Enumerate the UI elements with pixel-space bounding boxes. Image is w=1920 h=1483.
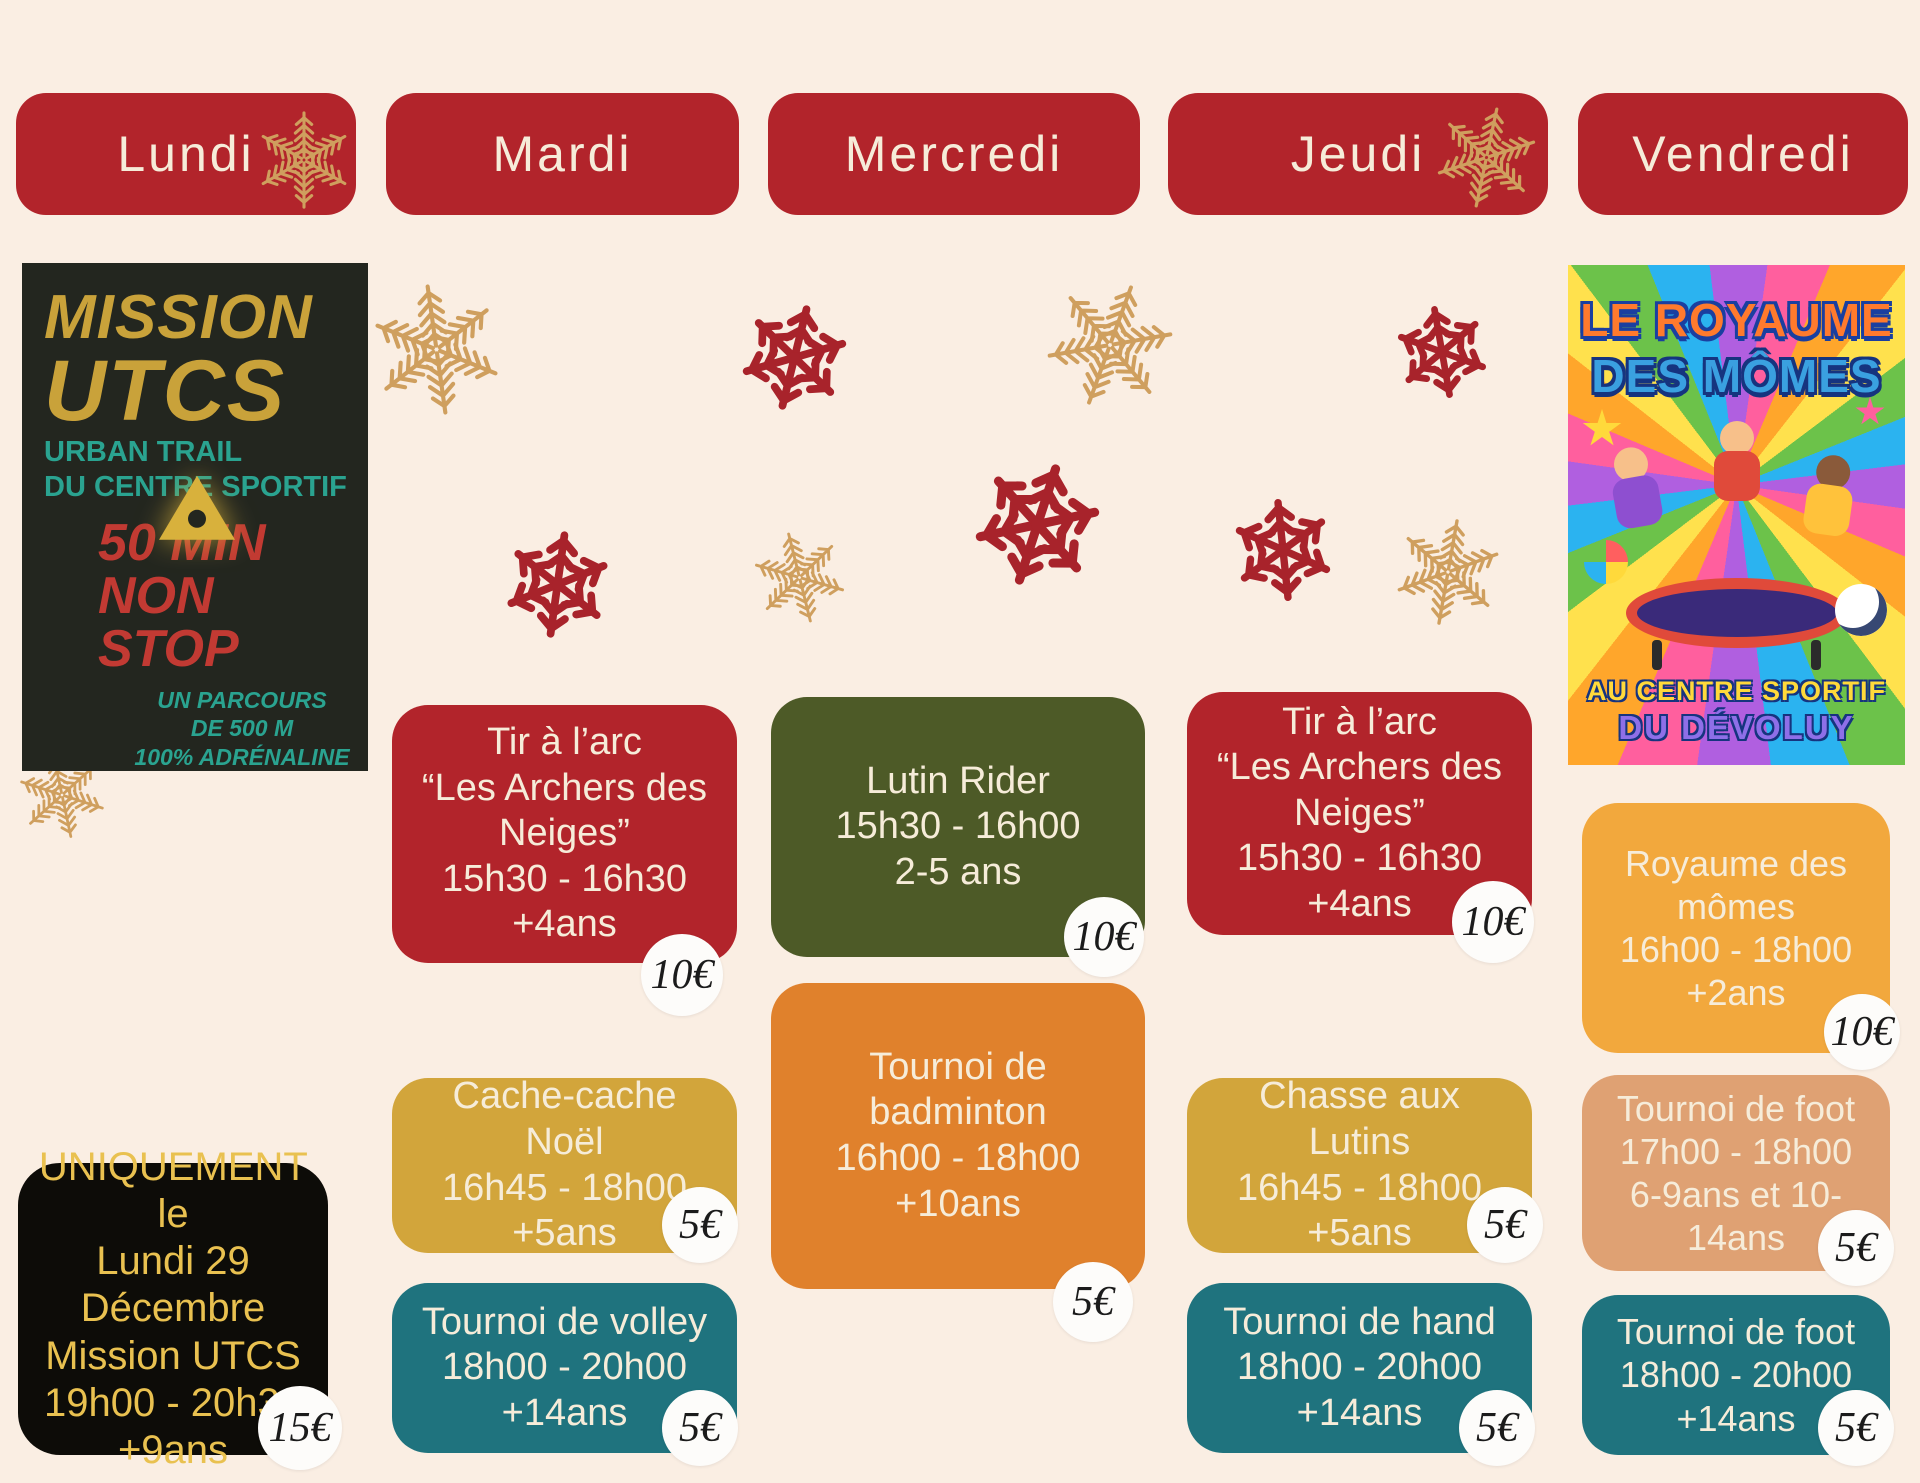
activity-time: 15h30 - 16h30 — [1236, 837, 1483, 880]
activity-age: +5ans — [1307, 1212, 1412, 1255]
activity-age: +4ans — [512, 903, 617, 946]
activity-time: 18h00 - 20h00 — [1236, 1346, 1483, 1389]
snowflake-red-icon — [725, 288, 864, 427]
poster-title-line2: DES MÔMES — [1591, 350, 1882, 402]
activity-age: +5ans — [512, 1212, 617, 1255]
activity-time: 15h30 - 16h00 — [835, 805, 1081, 848]
snowflake-red-icon — [493, 520, 623, 650]
poster-detail-line1: UN PARCOURS — [157, 686, 327, 713]
day-header-lundi: Lundi — [16, 93, 356, 215]
price-badge: 5€ — [1818, 1210, 1894, 1286]
poster-title-line1: LE ROYAUME — [1580, 294, 1893, 346]
activity-age: +14ans — [1676, 1397, 1796, 1439]
activity-time: 18h00 - 20h00 — [441, 1346, 688, 1389]
snowflake-red-icon — [952, 439, 1122, 609]
price-badge: 5€ — [1053, 1262, 1133, 1342]
snowflake-gold-icon — [1384, 508, 1511, 635]
day-label: Vendredi — [1632, 126, 1854, 182]
price-badge: 10€ — [1452, 881, 1534, 963]
special-event-line: Décembre — [80, 1286, 266, 1331]
activity-card-tir-a-larc-mardi: Tir à l’arc “Les Archers des Neiges” 15h… — [392, 705, 737, 963]
activity-title: Tournoi de foot — [1616, 1311, 1856, 1353]
activity-age: +10ans — [895, 1182, 1021, 1225]
activity-title: Tournoi de badminton — [869, 1045, 1047, 1134]
activity-title: Cache-cache Noël — [452, 1075, 677, 1163]
royaume-des-momes-poster: LE ROYAUME DES MÔMES AU CENTRE SPORTIF D… — [1568, 265, 1905, 765]
day-label: Mardi — [492, 126, 633, 182]
activity-time: 16h45 - 18h00 — [1236, 1166, 1483, 1209]
activity-card-foot-apres-midi: Tournoi de foot 17h00 - 18h00 6-9ans et … — [1582, 1075, 1890, 1271]
day-label: Lundi — [117, 126, 255, 182]
day-label: Jeudi — [1290, 126, 1426, 182]
activity-age: +14ans — [1296, 1391, 1423, 1434]
poster-detail-line2: DE 500 M — [190, 715, 294, 742]
snowflake-gold-icon — [1027, 262, 1194, 429]
trampoline-icon — [1625, 578, 1848, 648]
price-badge: 10€ — [641, 934, 723, 1016]
activity-age: +2ans — [1686, 972, 1786, 1014]
activity-title: Tournoi de foot — [1616, 1087, 1856, 1129]
activity-title: Tournoi de hand — [1223, 1300, 1496, 1343]
kid-figure — [1801, 452, 1859, 538]
activity-card-cache-cache-noel: Cache-cache Noël 16h45 - 18h00 +5ans — [392, 1075, 737, 1254]
price-badge: 5€ — [1818, 1390, 1894, 1466]
price-badge: 5€ — [662, 1390, 738, 1466]
price-badge: 15€ — [258, 1386, 342, 1470]
activity-title: Tir à l’arc — [487, 721, 642, 764]
star-icon — [1582, 409, 1622, 446]
price-badge: 5€ — [662, 1187, 738, 1263]
special-event-line: UNIQUEMENT le — [38, 1144, 308, 1237]
activity-time: 16h00 - 18h00 — [1619, 929, 1853, 970]
activity-age: 2-5 ans — [894, 850, 1022, 893]
activity-age: 6-9ans et 10-14ans — [1629, 1174, 1843, 1259]
snowflake-red-icon — [1223, 490, 1344, 611]
special-event-line: Lundi 29 — [96, 1239, 250, 1284]
snowflake-gold-icon — [360, 273, 512, 425]
price-badge: 10€ — [1064, 897, 1144, 977]
activity-title: Tournoi de volley — [421, 1300, 708, 1343]
price-badge: 5€ — [1459, 1390, 1535, 1466]
price-badge: 5€ — [1467, 1187, 1543, 1263]
activity-title: Tir à l’arc — [1282, 700, 1437, 743]
activity-subtitle: “Les Archers des Neiges” — [421, 766, 708, 855]
poster-title-line1: MISSION — [44, 283, 313, 352]
activity-subtitle: “Les Archers des Neiges” — [1216, 746, 1503, 834]
poster-title-line2: UTCS — [44, 342, 287, 439]
snowflake-gold-icon — [742, 520, 857, 635]
activity-title: Chasse aux Lutins — [1259, 1075, 1460, 1163]
special-event-line: Mission UTCS — [45, 1333, 301, 1378]
day-header-vendredi: Vendredi — [1578, 93, 1908, 215]
activity-title: Lutin Rider — [866, 759, 1050, 802]
poster-detail-line3: 100% ADRÉNALINE — [134, 744, 350, 771]
mission-utcs-poster: MISSION UTCS URBAN TRAIL DU CENTRE SPORT… — [22, 263, 368, 771]
activity-age: +14ans — [501, 1391, 628, 1434]
activity-card-volley: Tournoi de volley 18h00 - 20h00 +14ans — [392, 1283, 737, 1453]
poster-subtitle-line1: URBAN TRAIL — [44, 435, 243, 468]
activity-time: 16h00 - 18h00 — [835, 1137, 1081, 1179]
activity-card-badminton: Tournoi de badminton 16h00 - 18h00 +10an… — [771, 983, 1145, 1289]
poster-kids-illustration — [1568, 397, 1905, 676]
warning-triangle-icon — [159, 475, 235, 540]
kid-figure — [1713, 421, 1760, 501]
poster-footer-line2: DU DÉVOLUY — [1618, 709, 1855, 746]
day-header-jeudi: Jeudi — [1168, 93, 1548, 215]
activity-title: Royaume des mômes — [1624, 842, 1848, 927]
soccer-ball-icon — [1835, 584, 1887, 636]
poster-highlight-line2: NON STOP — [98, 566, 239, 678]
activity-time: 18h00 - 20h00 — [1619, 1354, 1853, 1396]
beach-ball-icon — [1584, 540, 1628, 584]
activity-time: 15h30 - 16h30 — [441, 857, 688, 900]
activity-time: 16h45 - 18h00 — [441, 1166, 688, 1209]
day-label: Mercredi — [844, 126, 1064, 182]
kid-figure — [1605, 444, 1665, 531]
poster-footer-line1: AU CENTRE SPORTIF — [1586, 676, 1886, 706]
special-event-line: +9ans — [117, 1427, 229, 1472]
price-badge: 10€ — [1824, 994, 1900, 1070]
day-header-mardi: Mardi — [386, 93, 739, 215]
activity-time: 17h00 - 18h00 — [1619, 1130, 1853, 1172]
activity-age: +4ans — [1307, 882, 1412, 925]
day-header-mercredi: Mercredi — [768, 93, 1140, 215]
snowflake-red-icon — [1384, 294, 1500, 410]
